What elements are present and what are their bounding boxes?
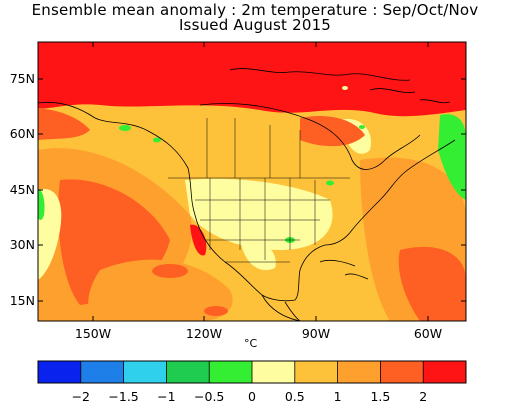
colorbar-swatch xyxy=(380,361,424,383)
colorbar xyxy=(37,360,467,384)
colorbar-units: °C xyxy=(244,337,258,350)
colorbar-label: 0 xyxy=(248,389,256,404)
colorbar-label: 0.5 xyxy=(285,389,305,404)
lat-label-45n: 45N xyxy=(10,182,35,197)
colorbar-swatch xyxy=(80,361,124,383)
lon-label-60w: 60W xyxy=(414,326,442,341)
lat-label-30n: 30N xyxy=(10,237,35,252)
colorbar-swatch xyxy=(123,361,167,383)
map-frame xyxy=(37,41,467,322)
anomaly-fields xyxy=(38,42,466,321)
colorbar-labels: −2 −1.5 −1 −0.5 0 0.5 1 1.5 2 xyxy=(72,389,428,404)
axis-ticks xyxy=(38,42,466,321)
colorbar-label: −1.5 xyxy=(108,389,138,404)
lat-label-75n: 75N xyxy=(10,71,35,86)
lat-label-15n: 15N xyxy=(10,293,35,308)
colorbar-swatch xyxy=(423,361,467,383)
colorbar-swatch xyxy=(209,361,253,383)
colorbar-swatch xyxy=(294,361,338,383)
colorbar-label: −0.5 xyxy=(194,389,224,404)
lat-label-60n: 60N xyxy=(10,126,35,141)
colorbar-label: 1.5 xyxy=(370,389,390,404)
colorbar-frame xyxy=(37,360,467,384)
colorbar-swatch xyxy=(166,361,210,383)
lon-label-90w: 90W xyxy=(302,326,330,341)
colorbar-swatch xyxy=(337,361,381,383)
colorbar-label: 2 xyxy=(419,389,427,404)
colorbar-label: 1 xyxy=(334,389,342,404)
colorbar-swatch xyxy=(38,361,82,383)
lon-label-150w: 150W xyxy=(75,326,111,341)
colorbar-label: −1 xyxy=(157,389,175,404)
colorbar-label: −2 xyxy=(72,389,90,404)
lon-label-120w: 120W xyxy=(186,326,222,341)
coastlines xyxy=(38,68,456,321)
political-borders xyxy=(168,118,350,263)
colorbar-swatch xyxy=(252,361,296,383)
map-subtitle: Issued August 2015 xyxy=(178,16,332,34)
map-title: Ensemble mean anomaly : 2m temperature :… xyxy=(31,1,479,19)
